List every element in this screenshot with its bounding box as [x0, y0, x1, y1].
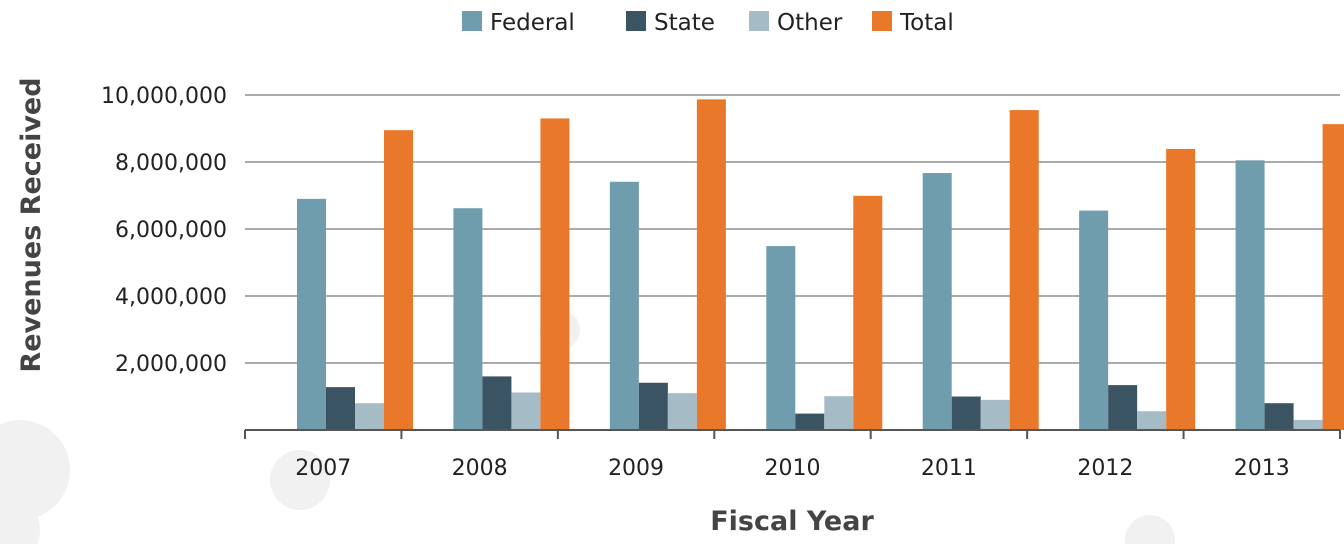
- legend-swatch-state: [626, 11, 646, 31]
- y-tick-label: 10,000,000: [101, 84, 227, 109]
- legend: Federal State Other Total: [462, 10, 954, 36]
- y-axis-title: Revenues Received: [16, 77, 47, 372]
- bar-other-2009: [667, 393, 697, 430]
- bar-federal-2012: [1079, 210, 1109, 430]
- y-tick-label: 2,000,000: [115, 352, 227, 377]
- x-tick-label: 2010: [765, 456, 821, 481]
- bar-state-2011: [951, 396, 981, 430]
- bars: [297, 99, 1344, 431]
- bar-total-2008: [540, 118, 570, 430]
- bar-total-2009: [696, 99, 726, 430]
- bar-state-2012: [1108, 385, 1138, 430]
- legend-label-other: Other: [777, 10, 843, 36]
- x-tick-label: 2013: [1234, 456, 1290, 481]
- bar-state-2009: [638, 382, 668, 430]
- y-tick-label: 4,000,000: [115, 285, 227, 310]
- legend-swatch-federal: [462, 11, 482, 31]
- bar-federal-2013: [1235, 160, 1265, 430]
- bar-other-2008: [511, 392, 541, 430]
- bar-total-2011: [1009, 110, 1039, 430]
- y-tick-label: 6,000,000: [115, 218, 227, 243]
- legend-label-federal: Federal: [490, 10, 575, 36]
- bar-federal-2007: [297, 198, 326, 430]
- bar-state-2008: [482, 376, 512, 430]
- y-tick-label: 8,000,000: [115, 151, 227, 176]
- bar-other-2007: [355, 403, 384, 430]
- bar-total-2013: [1322, 124, 1344, 431]
- legend-swatch-total: [872, 11, 892, 31]
- bar-state-2007: [326, 387, 355, 430]
- bar-other-2010: [824, 396, 854, 430]
- x-tick-label: 2009: [608, 456, 664, 481]
- bar-total-2012: [1166, 148, 1196, 430]
- bar-other-2012: [1137, 411, 1167, 430]
- legend-label-state: State: [654, 10, 715, 36]
- x-axis-title: Fiscal Year: [710, 506, 874, 537]
- bar-federal-2010: [766, 246, 796, 430]
- bar-federal-2008: [453, 208, 483, 430]
- decor-circle: [270, 450, 330, 510]
- bar-total-2007: [384, 130, 413, 431]
- legend-label-total: Total: [899, 10, 954, 36]
- y-axis-ticks: 2,000,000 4,000,000 6,000,000 8,000,000 10,0…: [101, 84, 227, 377]
- bar-other-2013: [1293, 419, 1323, 430]
- decor-circle: [0, 490, 40, 544]
- bar-state-2010: [795, 413, 825, 430]
- decor-circle: [1125, 515, 1175, 544]
- bar-federal-2011: [922, 173, 952, 430]
- legend-swatch-other: [749, 11, 769, 31]
- bar-state-2013: [1264, 403, 1294, 430]
- x-tick-label: 2008: [452, 456, 508, 481]
- x-axis: 2007 2008 2009 2010 2011 2012 2013: [244, 429, 1341, 481]
- x-tick-label: 2012: [1077, 456, 1133, 481]
- bar-other-2011: [980, 399, 1010, 430]
- x-tick-label: 2011: [921, 456, 977, 481]
- bar-federal-2009: [609, 181, 639, 430]
- bar-total-2010: [853, 195, 883, 430]
- x-tick-label: 2007: [295, 456, 351, 481]
